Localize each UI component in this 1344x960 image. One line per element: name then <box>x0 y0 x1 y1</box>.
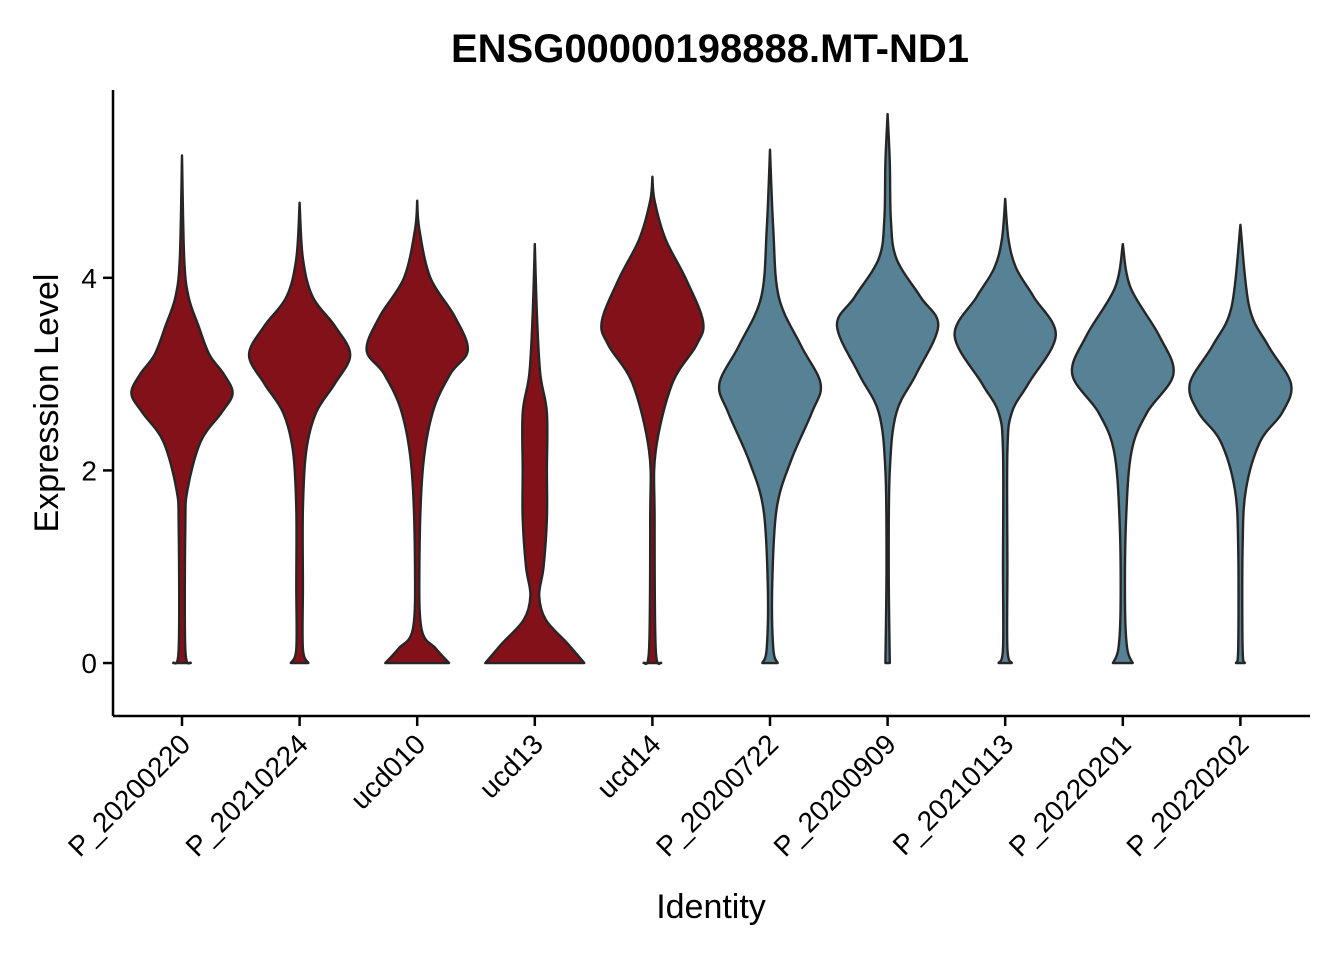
violin-P_20220202 <box>1188 223 1293 665</box>
violin-P_20220201 <box>1070 242 1175 665</box>
violin-P_20210113 <box>953 197 1058 665</box>
x-tick-label: P_20200220 <box>62 728 196 862</box>
violin-ucd010 <box>365 199 470 665</box>
x-axis-title: Identity <box>656 888 766 926</box>
violins-layer <box>130 112 1293 666</box>
x-tick-label: ucd010 <box>345 728 432 815</box>
y-tick-label: 4 <box>81 263 97 294</box>
violin-P_20210224 <box>247 201 352 665</box>
x-tick-label: ucd13 <box>473 728 549 804</box>
x-tick-label: P_20220202 <box>1120 728 1254 862</box>
x-tick-label: ucd14 <box>591 728 667 804</box>
y-axis-title: Expression Level <box>28 274 66 533</box>
violin-P_20200220 <box>130 154 234 665</box>
violin-P_20200909 <box>835 112 940 665</box>
x-tick-label: P_20210113 <box>887 728 1020 861</box>
y-tick-label: 0 <box>81 648 97 679</box>
violin-P_20200722 <box>717 148 823 665</box>
x-tick-label: P_20200909 <box>768 728 902 862</box>
x-tick-label: P_20220201 <box>1003 728 1137 862</box>
y-tick-label: 2 <box>81 455 97 486</box>
x-tick-label: P_20200722 <box>650 728 784 862</box>
x-tick-label: P_20210224 <box>180 728 314 862</box>
violin-ucd13 <box>484 242 586 665</box>
chart-title: ENSG00000198888.MT-ND1 <box>451 27 969 71</box>
violin-ucd14 <box>600 175 705 666</box>
y-axis-ticks: 0 2 4 <box>81 263 113 679</box>
